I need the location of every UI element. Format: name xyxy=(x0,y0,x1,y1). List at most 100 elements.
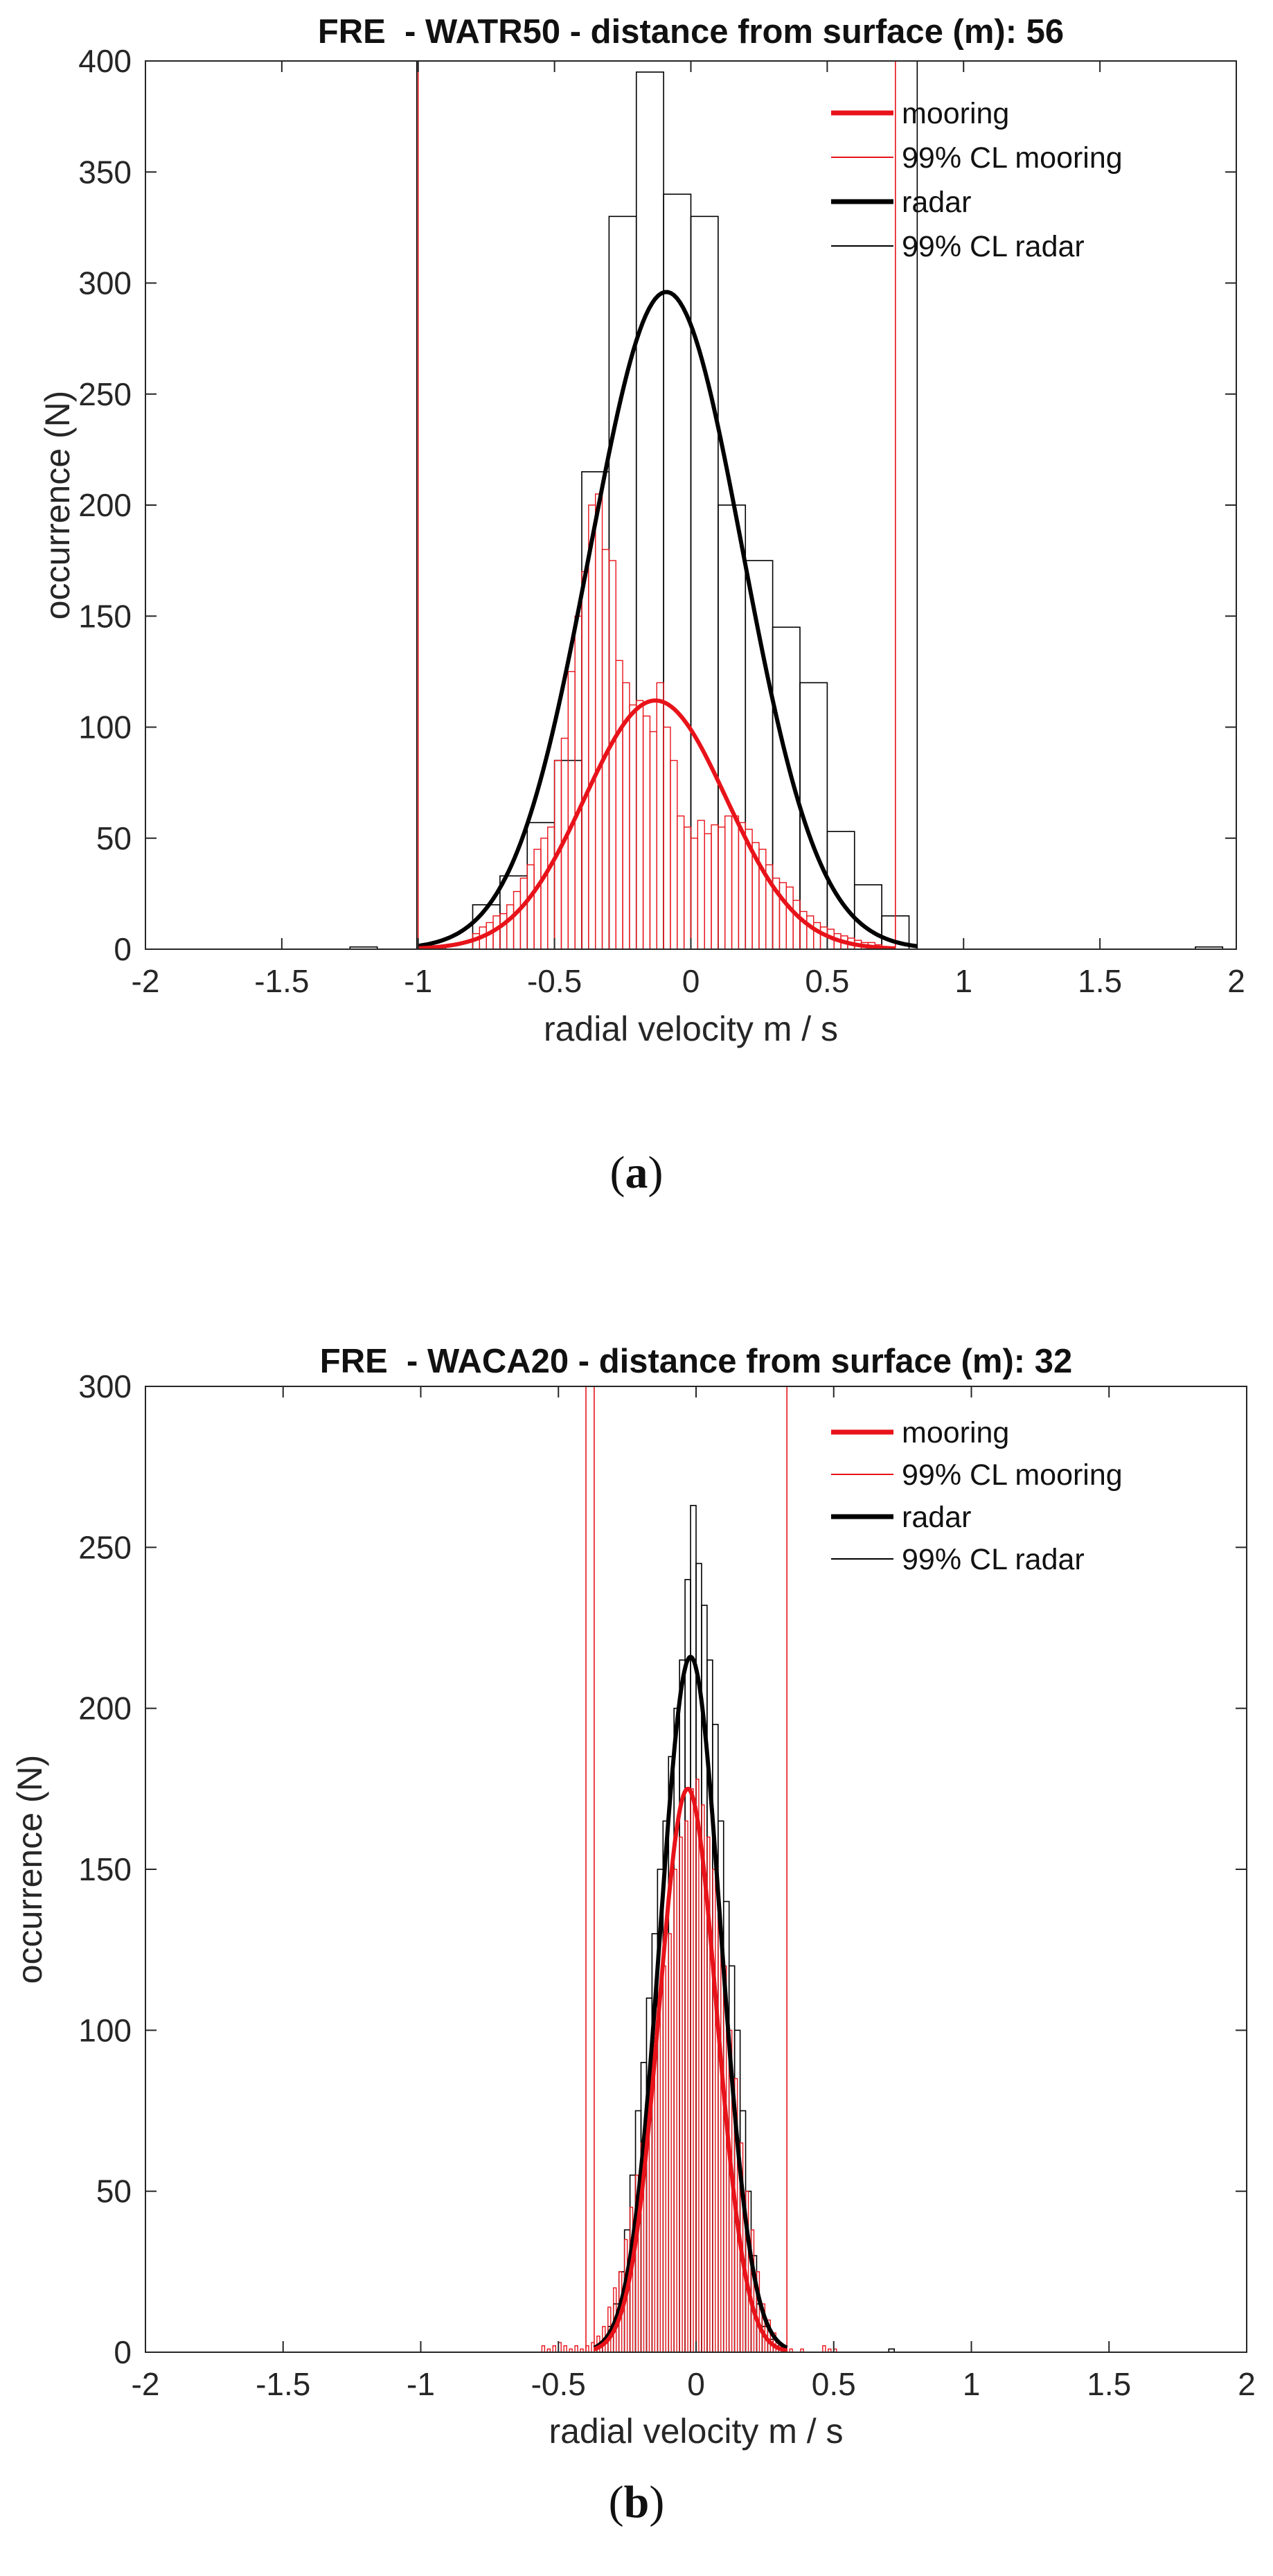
mooring-histogram-bar xyxy=(656,682,664,949)
mooring-histogram-bar xyxy=(642,715,651,949)
mooring-histogram-bar xyxy=(673,1869,677,2352)
radar-histogram-bar xyxy=(1195,946,1224,949)
radar-histogram-bar xyxy=(853,884,882,949)
mooring-histogram-bar xyxy=(588,504,596,949)
mooring-histogram-bar xyxy=(574,615,582,949)
x-tick-label: 1 xyxy=(954,963,972,999)
mooring-histogram-bar xyxy=(792,899,801,949)
mooring-histogram-bar xyxy=(552,2345,556,2352)
y-tick-label: 350 xyxy=(78,154,132,190)
mooring-histogram-bar xyxy=(629,704,637,949)
mooring-histogram-bar xyxy=(756,2271,760,2352)
y-tick-label: 300 xyxy=(78,1368,132,1404)
y-tick-label: 150 xyxy=(78,598,132,634)
radar-histogram-bar xyxy=(826,831,855,949)
figure-panel-a: -2 -1.5 -1 -0.5 0 0.5 1 1.5 2 0 50 100 150 200 250 300 3… xyxy=(38,13,1245,1198)
mooring-histogram-bar xyxy=(679,1836,683,2352)
legend-label: 99% CL radar xyxy=(902,1543,1085,1576)
x-tick-label: 1.5 xyxy=(1087,2366,1131,2402)
caption-b-close: ) xyxy=(649,2477,665,2528)
legend-label: 99% CL radar xyxy=(902,230,1085,263)
mooring-histogram-bar xyxy=(636,700,644,949)
mooring-histogram-bar xyxy=(695,1779,700,2352)
caption-b-letter: b xyxy=(623,2477,650,2528)
mooring-histogram-bar xyxy=(608,560,616,949)
histogram-chart-b: -2 -1.5 -1 -0.5 0 0.5 1 1.5 2 0 50 100 150 200 250 300 F… xyxy=(10,1343,1256,2451)
mooring-histogram-bar xyxy=(828,2348,832,2352)
mooring-histogram-bar xyxy=(778,882,787,949)
x-tick-label: -0.5 xyxy=(527,963,582,999)
y-tick-label: 300 xyxy=(78,265,132,301)
mooring-histogram-bar xyxy=(499,913,508,949)
mooring-histogram-bar xyxy=(731,815,740,949)
mooring-histogram-bar xyxy=(704,833,712,949)
legend-label: 99% CL mooring xyxy=(902,141,1123,175)
y-tick-label: 200 xyxy=(78,487,132,523)
x-tick-label: 0.5 xyxy=(812,2366,856,2402)
y-tick-label: 150 xyxy=(78,1851,132,1887)
x-tick-label: -0.5 xyxy=(531,2366,586,2402)
mooring-histogram-bar xyxy=(697,820,705,949)
x-tick-label: 2 xyxy=(1227,963,1245,999)
x-tick-label: 0 xyxy=(682,963,700,999)
caption-b-open: ( xyxy=(608,2477,624,2528)
y-tick-label: 250 xyxy=(78,376,132,412)
caption-b: (b) xyxy=(0,2476,1273,2529)
radar-fit-curve xyxy=(418,290,918,949)
mooring-histogram-bar xyxy=(569,2348,573,2352)
mooring-histogram-bar xyxy=(594,493,603,949)
y-tick-label: 200 xyxy=(78,1691,132,1727)
mooring-histogram-bar xyxy=(668,1933,672,2352)
mooring-histogram-bar xyxy=(690,838,699,949)
mooring-histogram-bar xyxy=(533,849,542,949)
mooring-histogram-bar xyxy=(812,921,821,949)
mooring-histogram-bar xyxy=(718,1917,722,2352)
mooring-histogram-bar xyxy=(690,1788,694,2352)
mooring-histogram-bar xyxy=(819,926,828,949)
plot-area xyxy=(349,61,1224,949)
mooring-histogram-bar xyxy=(738,822,746,949)
x-tick-label: -1 xyxy=(404,963,432,999)
x-tick-label: -1.5 xyxy=(254,963,309,999)
mooring-fit-curve xyxy=(593,1786,787,2352)
mooring-histogram-bar xyxy=(563,2345,567,2352)
mooring-histogram-bar xyxy=(706,1836,711,2352)
x-axis-label: radial velocity m / s xyxy=(549,2412,843,2451)
mooring-histogram-bar xyxy=(701,1804,705,2352)
legend-label: mooring xyxy=(902,97,1009,130)
x-tick-label: -2 xyxy=(132,963,160,999)
mooring-histogram-bar xyxy=(547,827,555,949)
caption-a-letter: a xyxy=(625,1147,648,1198)
mooring-histogram-bar xyxy=(541,2345,546,2352)
y-axis-label: occurrence (N) xyxy=(38,391,77,620)
legend-label: radar xyxy=(902,186,971,219)
mooring-histogram-bar xyxy=(615,660,623,949)
y-tick-label: 400 xyxy=(78,43,132,79)
mooring-histogram-bar xyxy=(785,886,794,949)
legend-label: 99% CL mooring xyxy=(902,1458,1123,1492)
mooring-histogram-bar xyxy=(580,2348,584,2352)
chart-title: FRE - WACA20 - distance from surface (m)… xyxy=(320,1343,1072,1380)
y-tick-label: 250 xyxy=(78,1529,132,1565)
mooring-histogram-bar xyxy=(540,838,549,949)
mooring-histogram-bar xyxy=(506,904,515,949)
x-tick-label: 0.5 xyxy=(805,963,849,999)
radar-fit-curve xyxy=(593,1655,788,2350)
mooring-histogram-bar xyxy=(677,815,685,949)
mooring-histogram-bar xyxy=(657,2013,661,2352)
mooring-histogram-bar xyxy=(581,571,589,949)
x-tick-label: 1.5 xyxy=(1078,963,1122,999)
mooring-histogram-bar xyxy=(683,827,692,949)
mooring-histogram-bar xyxy=(574,2345,578,2352)
x-tick-label: -1 xyxy=(407,2366,435,2402)
mooring-histogram-bar xyxy=(718,827,726,949)
histogram-chart-a: -2 -1.5 -1 -0.5 0 0.5 1 1.5 2 0 50 100 150 200 250 300 3… xyxy=(38,13,1245,1048)
y-tick-label: 50 xyxy=(96,2173,132,2209)
radar-histogram-bar xyxy=(888,2348,895,2352)
mooring-histogram-bar xyxy=(712,1869,716,2352)
mooring-histogram-bar xyxy=(526,864,535,949)
mooring-histogram-bar xyxy=(513,890,522,949)
mooring-histogram-bar xyxy=(806,915,814,949)
x-axis-label: radial velocity m / s xyxy=(544,1009,838,1048)
mooring-histogram-bar xyxy=(711,824,719,949)
